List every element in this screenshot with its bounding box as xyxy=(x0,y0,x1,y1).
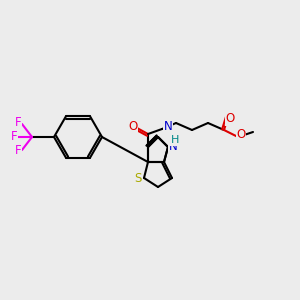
Text: S: S xyxy=(134,172,142,184)
Text: F: F xyxy=(15,116,21,130)
Text: O: O xyxy=(128,119,138,133)
Text: N: N xyxy=(169,140,177,154)
Text: F: F xyxy=(11,130,17,143)
Text: H: H xyxy=(171,135,179,145)
Text: N: N xyxy=(164,121,172,134)
Text: O: O xyxy=(225,112,235,125)
Text: F: F xyxy=(15,145,21,158)
Text: O: O xyxy=(236,128,246,142)
